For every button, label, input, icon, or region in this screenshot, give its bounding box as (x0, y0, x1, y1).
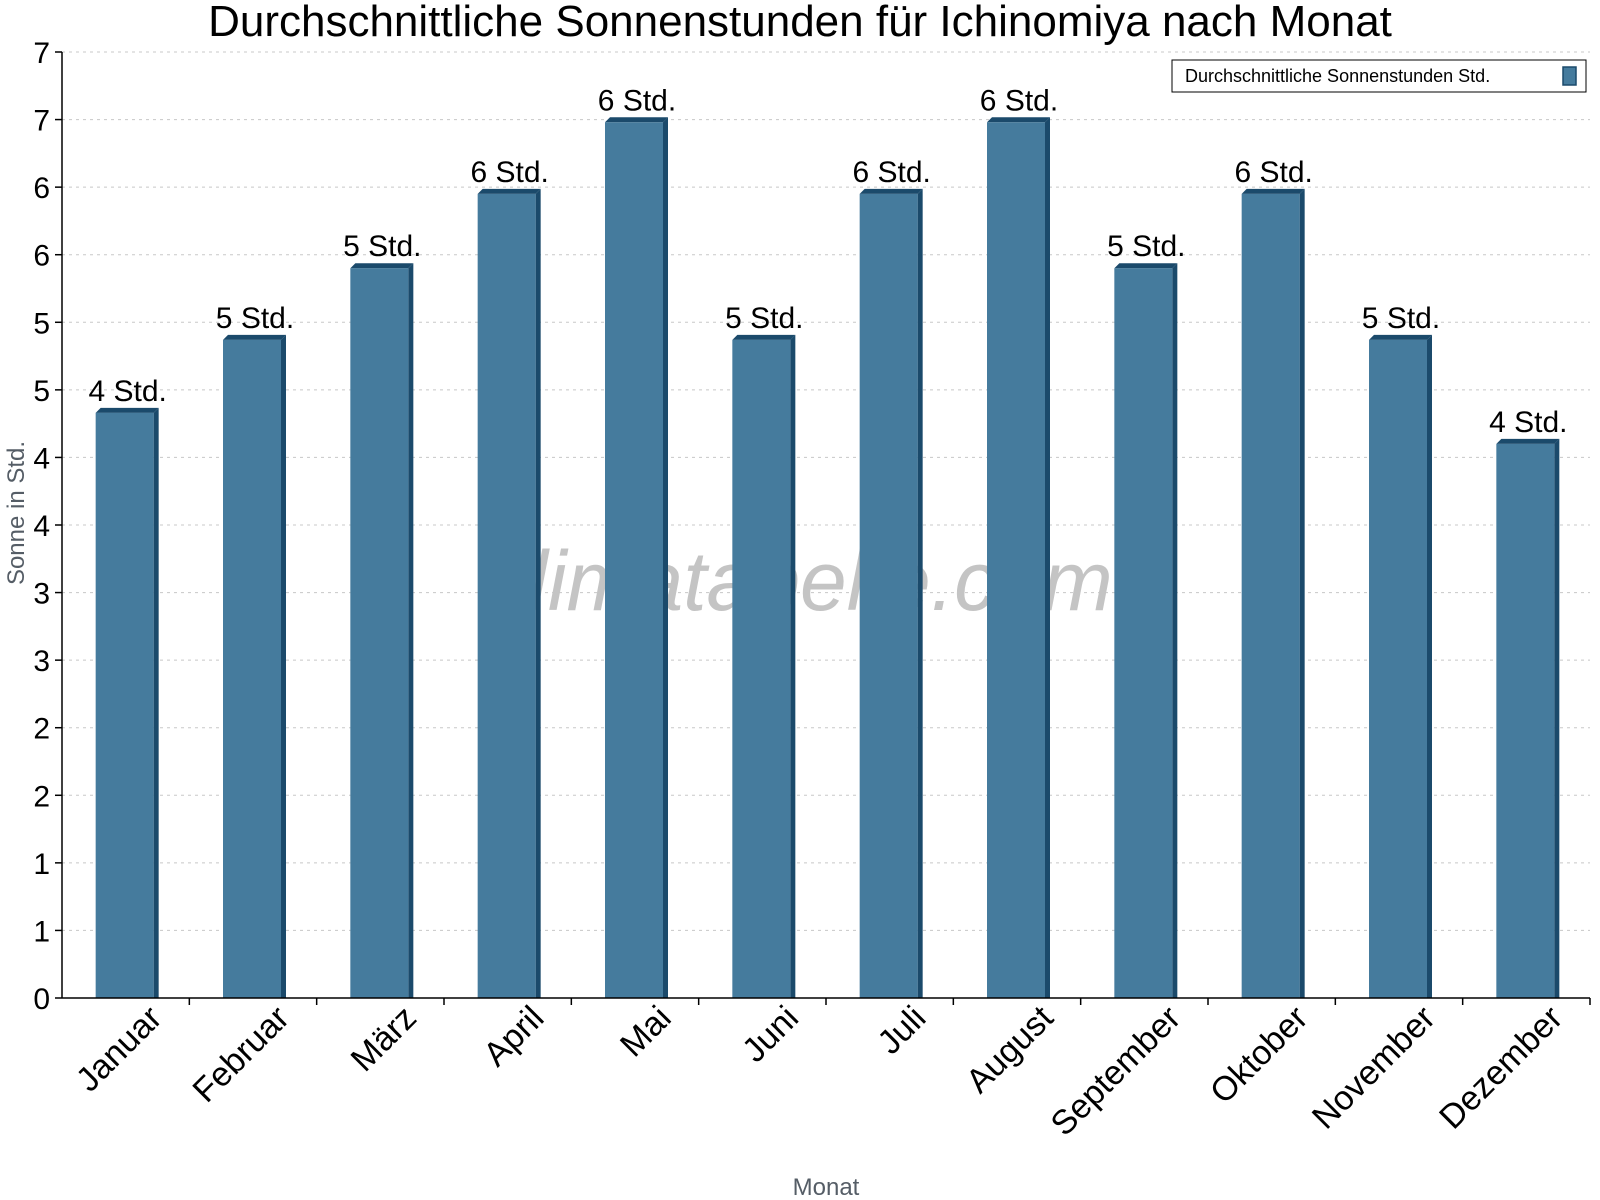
y-tick-label: 5 (33, 375, 50, 408)
x-tick-label: Juli (870, 999, 933, 1062)
y-axis-title: Sonne in Std. (3, 441, 30, 585)
x-tick-label: Oktober (1203, 999, 1315, 1111)
bar-dezember (1496, 438, 1560, 998)
x-axis-title: Monat (793, 1174, 860, 1200)
chart-title: Durchschnittliche Sonnenstunden für Ichi… (208, 0, 1392, 46)
y-tick-label: 7 (33, 37, 50, 70)
value-label: 6 Std. (470, 156, 548, 189)
data-labels: 4 Std. 5 Std. 5 Std. 6 Std. 6 Std. 5 Std. 6 St… (88, 84, 1567, 439)
y-tick-label: 0 (33, 983, 50, 1016)
x-tick-label: Februar (186, 999, 297, 1110)
x-tick-label: August (959, 998, 1061, 1100)
bar-februar (223, 334, 286, 999)
y-tick-label: 4 (33, 442, 50, 475)
value-label: 4 Std. (1489, 406, 1567, 439)
y-tick-label: 1 (33, 915, 50, 948)
bar-september (1114, 263, 1178, 998)
value-label: 5 Std. (1362, 302, 1440, 335)
x-tick-label: Januar (69, 999, 169, 1099)
legend-label: Durchschnittliche Sonnenstunden Std. (1185, 66, 1490, 86)
legend-swatch (1562, 66, 1577, 86)
y-tick-label: 2 (33, 780, 50, 813)
value-label: 4 Std. (88, 375, 166, 408)
y-tick-label: 5 (33, 307, 50, 340)
legend: Durchschnittliche Sonnenstunden Std. (1171, 59, 1587, 93)
bar-april (477, 188, 541, 998)
gridlines (62, 51, 1590, 931)
x-tick-label: März (344, 999, 424, 1079)
x-tick-label: Juni (735, 999, 806, 1070)
bar-mai (605, 117, 668, 998)
value-label: 5 Std. (343, 230, 421, 263)
value-label: 5 Std. (725, 302, 803, 335)
y-tick-label: 2 (33, 713, 50, 746)
value-label: 6 Std. (598, 84, 676, 117)
bar-oktober (1241, 188, 1305, 998)
bar-januar (95, 407, 159, 998)
bar-märz (350, 263, 414, 998)
y-tick-label: 3 (33, 645, 50, 678)
bars (95, 117, 1560, 999)
value-label: 6 Std. (980, 84, 1058, 117)
x-tick-label: Mai (613, 999, 679, 1065)
value-label: 5 Std. (216, 302, 294, 335)
y-tick-label: 6 (33, 240, 50, 273)
y-tick-label: 1 (33, 848, 50, 881)
x-tick-label: Dezember (1432, 999, 1570, 1137)
x-tick-label: September (1044, 999, 1188, 1143)
y-tick-label: 3 (33, 578, 50, 611)
x-tick-label: April (476, 999, 551, 1074)
legend-box (1171, 59, 1587, 93)
x-tick-label: November (1305, 999, 1443, 1137)
y-tick-label: 4 (33, 510, 50, 543)
bar-juni (732, 334, 796, 999)
value-label: 5 Std. (1107, 230, 1185, 263)
value-label: 6 Std. (852, 156, 930, 189)
bar-juli (859, 188, 923, 998)
value-label: 6 Std. (1234, 156, 1312, 189)
y-tick-label: 6 (33, 172, 50, 205)
bar-august (987, 117, 1050, 998)
bar-november (1369, 334, 1432, 999)
y-tick-label: 7 (33, 105, 50, 138)
